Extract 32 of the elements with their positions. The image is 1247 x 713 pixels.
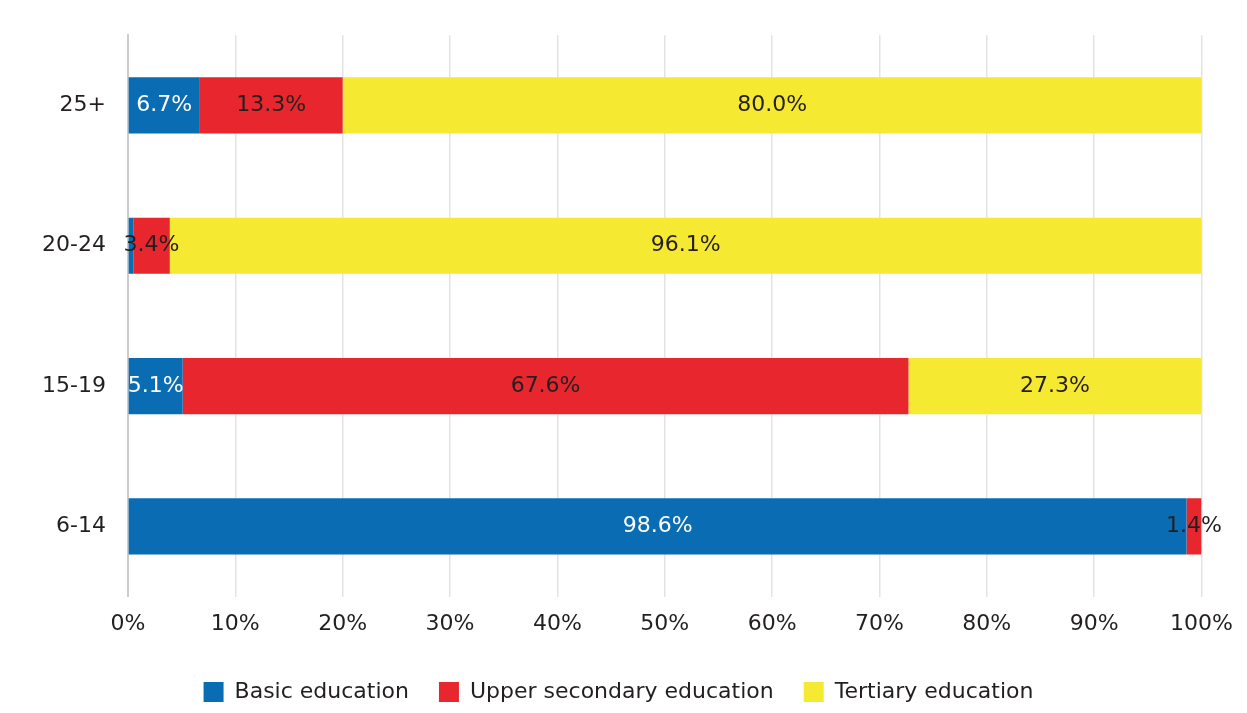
x-tick-label: 0% [110,609,146,635]
legend-label: Tertiary education [833,677,1034,703]
data-label: 5.1% [127,371,184,397]
data-label: 6.7% [136,91,193,117]
y-tick-label: 6-14 [55,512,106,538]
data-label: 98.6% [622,512,693,538]
x-tick-label: 20% [318,609,368,635]
y-tick-label: 25+ [59,91,106,117]
x-tick-label: 10% [210,609,260,635]
bar [908,358,1202,415]
y-tick-label: 20-24 [41,231,106,257]
x-tick-label: 40% [532,609,582,635]
bar [128,77,200,134]
data-label: 13.3% [236,91,307,117]
data-label: 1.4% [1166,512,1222,538]
x-tick-label: 30% [425,609,475,635]
x-tick-label: 100% [1170,609,1234,635]
x-tick-label: 90% [1069,609,1119,635]
bar [342,77,1202,134]
bar [199,77,343,134]
x-tick-label: 80% [962,609,1012,635]
y-tick-label: 15-19 [41,371,106,397]
data-label: 67.6% [510,371,581,397]
data-label: 27.3% [1020,371,1090,397]
x-tick-label: 70% [855,609,904,635]
x-tick-label: 50% [640,609,690,635]
legend-label: Upper secondary education [469,677,774,703]
data-label: 96.1% [650,231,721,257]
legend-label: Basic education [234,677,409,703]
x-tick-label: 60% [747,609,797,635]
bar [182,358,909,415]
data-label: 80.0% [737,91,808,117]
